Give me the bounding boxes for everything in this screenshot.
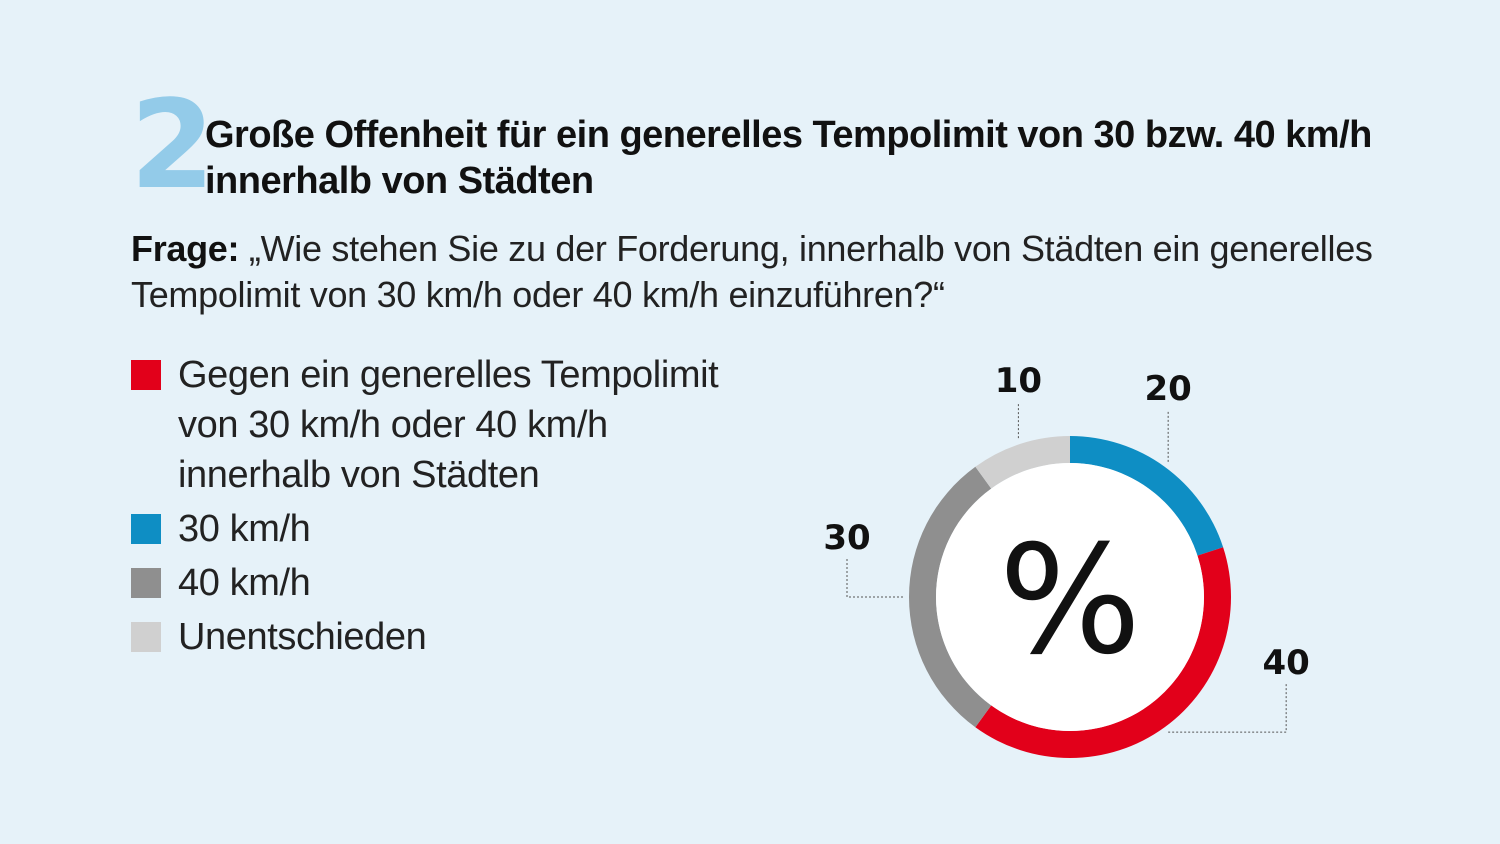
donut-center-label: % xyxy=(999,514,1142,688)
legend-swatch-30 xyxy=(131,514,161,544)
legend-swatch-gegen xyxy=(131,360,161,390)
question: Frage: „Wie stehen Sie zu der Forderung,… xyxy=(131,226,1431,318)
question-text: „Wie stehen Sie zu der Forderung, innerh… xyxy=(131,228,1373,315)
legend-label-unentschieden: Unentschieden xyxy=(178,616,427,658)
value-label-1: 40 xyxy=(1262,643,1309,683)
donut-chart: % 20 40 30 10 xyxy=(823,361,1310,758)
donut-center xyxy=(936,463,1204,731)
question-label: Frage: xyxy=(131,228,240,269)
legend-label-40: 40 km/h xyxy=(178,562,311,604)
legend-label-30: 30 km/h xyxy=(178,508,311,550)
legend-swatch-unentschieden xyxy=(131,622,161,652)
value-label-3: 10 xyxy=(995,361,1042,401)
legend-swatch-40 xyxy=(131,568,161,598)
value-label-0: 20 xyxy=(1144,369,1191,409)
value-label-2: 30 xyxy=(823,518,870,558)
chart-number: 2 xyxy=(130,74,215,216)
legend: Gegen ein generelles Tempolimit von 30 k… xyxy=(131,350,751,666)
value-labels: 20 40 30 10 xyxy=(823,361,1309,683)
legend-label-gegen: Gegen ein generelles Tempolimit von 30 k… xyxy=(178,354,719,496)
leader-line-2 xyxy=(846,559,903,598)
legend-item-gegen: Gegen ein generelles Tempolimit von 30 k… xyxy=(131,350,751,500)
legend-item-40: 40 km/h xyxy=(131,558,751,608)
donut-slice-3 xyxy=(975,436,1070,489)
donut-slice-1 xyxy=(975,547,1231,758)
legend-item-unentschieden: Unentschieden xyxy=(131,612,751,662)
donut-slices xyxy=(909,436,1231,758)
donut-slice-2 xyxy=(909,466,992,728)
chart-title: Große Offenheit für ein generelles Tempo… xyxy=(205,114,1372,202)
donut-slice-0 xyxy=(1070,436,1224,556)
legend-item-30: 30 km/h xyxy=(131,504,751,554)
leader-line-1 xyxy=(1168,684,1287,733)
